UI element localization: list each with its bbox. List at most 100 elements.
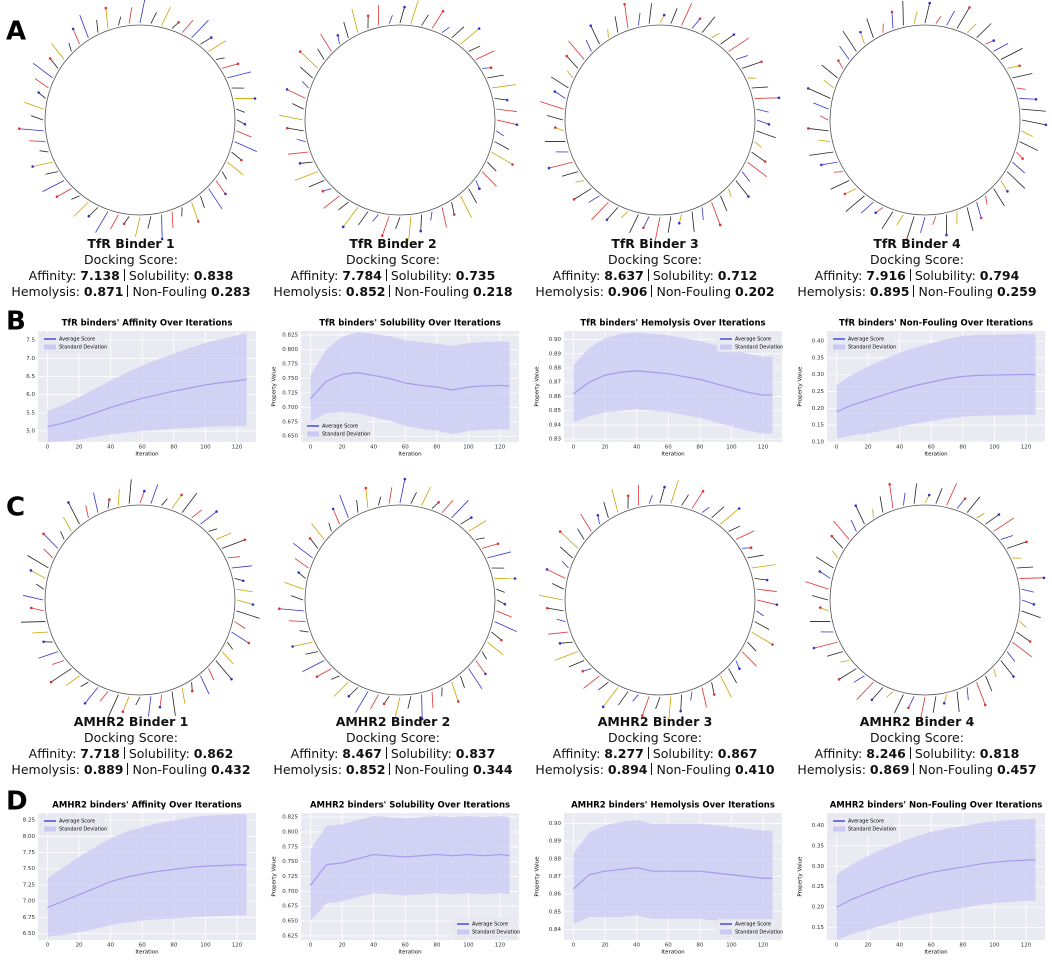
x-tick-label: 80	[696, 445, 703, 451]
side-chain	[711, 506, 725, 519]
side-chain	[343, 21, 349, 38]
side-chain	[966, 207, 974, 232]
legend-label: Standard Deviation	[472, 930, 520, 936]
atom	[945, 233, 948, 237]
score-value: 7.784	[342, 268, 382, 283]
score-value: 0.283	[211, 284, 251, 299]
side-chain	[365, 488, 369, 509]
side-chain	[956, 691, 960, 712]
score-label: Affinity:	[28, 268, 77, 283]
side-chain	[735, 660, 740, 669]
side-chain	[556, 618, 566, 622]
side-chain	[621, 211, 629, 218]
atom	[196, 220, 200, 223]
side-chain	[924, 3, 931, 24]
score-line: Hemolysis: 0.895 Non-Fouling 0.259	[786, 284, 1048, 300]
legend-swatch	[833, 826, 845, 832]
chart-title: TfR binders' Hemolysis Over Iterations	[580, 319, 765, 329]
side-chain	[496, 119, 517, 126]
chart-title: AMHR2 binders' Hemolysis Over Iterations	[571, 801, 775, 811]
side-chain	[805, 581, 829, 590]
std-band	[836, 818, 1036, 940]
side-chain	[50, 668, 72, 683]
side-chain	[475, 537, 485, 540]
separator	[913, 763, 915, 775]
y-tick-label: 0.89	[549, 839, 562, 845]
side-chain	[42, 180, 65, 192]
atom	[215, 510, 218, 513]
x-tick-label: 120	[495, 445, 506, 451]
side-chain	[34, 78, 49, 89]
side-chain	[430, 211, 433, 221]
side-chain	[946, 483, 957, 506]
atom	[558, 642, 562, 645]
x-tick-label: 100	[989, 445, 1000, 451]
side-chain	[811, 595, 829, 601]
side-chain	[171, 211, 174, 229]
side-chain	[894, 694, 904, 714]
score-label: Non-Fouling	[656, 762, 732, 777]
x-tick-label: 60	[402, 445, 409, 451]
side-chain	[122, 696, 130, 712]
score-value: 0.712	[717, 268, 758, 283]
legend-swatch	[720, 344, 732, 350]
side-chain	[546, 115, 564, 121]
side-chain	[1006, 171, 1026, 189]
score-value: 7.718	[80, 746, 120, 761]
score-value: 0.869	[869, 762, 910, 777]
atom	[503, 602, 507, 606]
side-chain	[95, 211, 109, 233]
side-chain	[88, 207, 99, 217]
atom	[553, 126, 557, 129]
y-tick-label: 6.5	[26, 374, 35, 380]
x-tick-label: 80	[433, 943, 440, 949]
atom	[104, 6, 108, 10]
side-chain	[388, 487, 393, 504]
side-chain	[831, 550, 838, 559]
score-value: 0.344	[473, 762, 513, 777]
side-chain	[879, 496, 884, 513]
side-chain	[394, 696, 401, 717]
atom	[515, 123, 519, 126]
y-tick-label: 0.35	[812, 843, 825, 849]
y-tick-label: 0.725	[282, 874, 298, 880]
side-chain	[821, 161, 838, 166]
x-tick-label: 0	[309, 445, 313, 451]
line-chart: 0.625 0.650 0.675 0.700 0.725 0.750 0.775 0.800…	[272, 801, 521, 956]
atom	[545, 568, 549, 571]
side-chain	[171, 22, 179, 29]
side-chain	[1007, 541, 1027, 549]
side-chain	[305, 651, 318, 655]
side-chain	[853, 675, 865, 683]
side-chain	[872, 508, 874, 518]
x-axis-label: Iteration	[924, 452, 948, 458]
chart-title: TfR binders' Affinity Over Iterations	[62, 319, 233, 329]
atom	[777, 96, 781, 100]
side-chain	[976, 23, 992, 39]
atom	[1044, 123, 1048, 127]
atom	[623, 2, 626, 6]
atom	[859, 30, 862, 34]
line-chart: 0.10 0.15 0.20 0.25 0.30 0.35 0.40 0 20 40 60 80 100…	[798, 319, 1045, 458]
side-chain	[309, 538, 319, 549]
side-chain	[670, 480, 679, 504]
chart-title: AMHR2 binders' Affinity Over Iterations	[52, 801, 241, 811]
side-chain	[323, 195, 340, 209]
atom	[1012, 675, 1015, 678]
side-chain	[51, 43, 65, 60]
score-line: Affinity: 8.277 Solubility: 0.867	[524, 746, 786, 762]
legend-label: Average Score	[322, 424, 358, 430]
atom	[749, 546, 753, 550]
score-line: Hemolysis: 0.894 Non-Fouling 0.410	[524, 762, 786, 778]
side-chain	[582, 668, 592, 672]
atom	[1021, 157, 1024, 160]
legend-label: Standard Deviation	[59, 345, 107, 351]
y-tick-label: 8.25	[23, 818, 36, 824]
side-chain	[860, 201, 874, 214]
side-chain	[943, 694, 947, 704]
side-chain	[227, 71, 252, 79]
atom	[992, 39, 995, 42]
atom	[679, 709, 683, 713]
